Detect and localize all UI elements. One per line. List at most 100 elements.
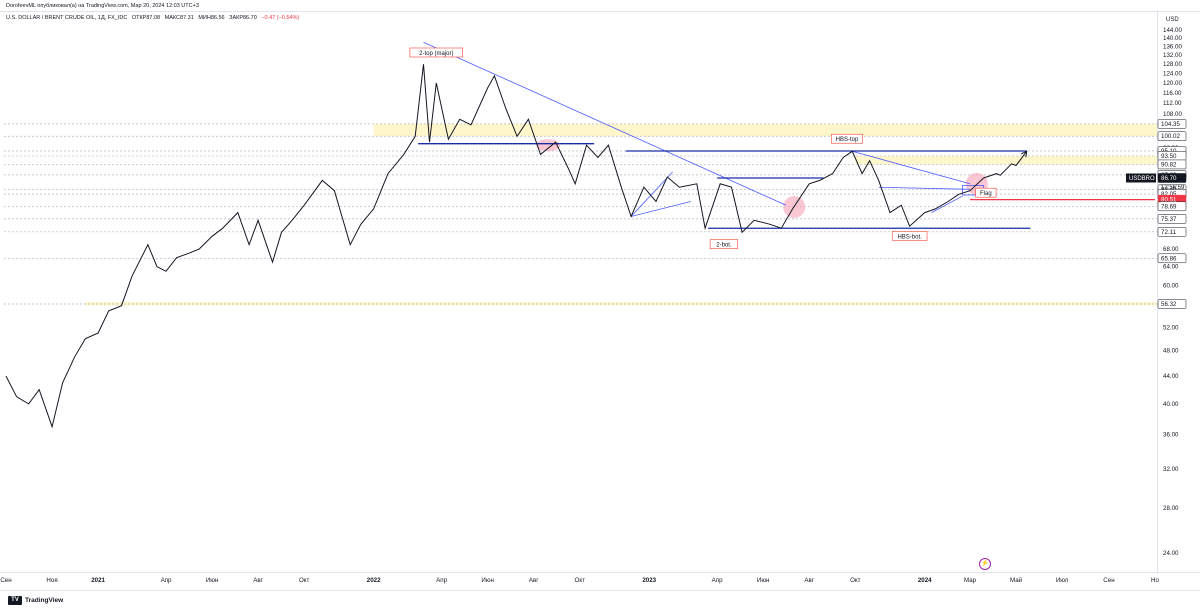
- time-axis[interactable]: [0, 572, 1200, 591]
- price-label-box: [1157, 201, 1187, 212]
- y-tick-label: 132.00: [1163, 52, 1182, 59]
- price-label-text: 104.35: [1161, 121, 1180, 128]
- price-series-line: [5, 64, 984, 429]
- symbol-tag: USDBRO: [1129, 176, 1155, 182]
- y-tick-label: 24.00: [1163, 550, 1179, 557]
- x-tick-label: Июл: [1056, 577, 1069, 584]
- x-tick-label: Авг: [529, 577, 539, 584]
- price-label-text: 90.82: [1161, 161, 1177, 168]
- annotation-box: [975, 187, 997, 198]
- x-tick-label: Окт: [575, 577, 586, 584]
- ohlc-low: МИН86.56: [198, 15, 225, 21]
- price-label-text: 72.11: [1161, 229, 1177, 236]
- y-tick-label: 32.00: [1163, 466, 1179, 473]
- price-label-box: [1157, 159, 1187, 170]
- annotation-label: HBS-top: [836, 137, 859, 143]
- y-tick-label: 52.00: [1163, 324, 1179, 331]
- y-tick-label: 136.00: [1163, 43, 1182, 50]
- x-tick-label: 2022: [367, 577, 381, 584]
- y-tick-label: 60.00: [1163, 283, 1179, 290]
- x-tick-label: Апр: [161, 577, 172, 584]
- symbol-tag-box: [1126, 173, 1156, 183]
- y-tick-label: 36.00: [1163, 432, 1179, 439]
- annotation-box: [891, 231, 928, 241]
- price-label-box: [1157, 253, 1187, 264]
- x-tick-label: Сен: [0, 577, 11, 584]
- symbol-legend: U.S. DOLLAR / BRENT CRUDE OIL, 1Д, FX_ID…: [6, 15, 302, 21]
- price-label-text: 65.86: [1161, 255, 1177, 262]
- ohlc-close: ЗАКР86.70: [229, 15, 257, 21]
- x-tick-label: Май: [1010, 577, 1023, 584]
- countdown-timer: 12:56:59: [1161, 185, 1185, 191]
- y-tick-label: 128.00: [1163, 61, 1182, 68]
- price-label-text: 75.37: [1161, 216, 1177, 223]
- price-label-text: 80.51: [1161, 197, 1177, 204]
- y-tick-label: 116.00: [1163, 90, 1182, 97]
- currency-label: USD: [1166, 17, 1179, 23]
- annotation-label: 2-bot.: [716, 243, 732, 249]
- annotation-box: [831, 133, 863, 144]
- price-label-text: 78.69: [1161, 203, 1177, 210]
- annotation-box: [409, 47, 464, 58]
- resistance-zone: [373, 123, 1158, 137]
- lightning-icon[interactable]: ⚡: [979, 558, 991, 570]
- annotation-label: 2-top (major): [419, 51, 453, 57]
- annotation-label: Flag: [980, 191, 992, 197]
- price-label-box: [1157, 119, 1187, 129]
- ohlc-open: ОТКР87.08: [131, 15, 161, 21]
- price-label-text: 56.32: [1161, 301, 1177, 308]
- price-label-box: [1157, 173, 1187, 183]
- y-tick-label: 108.00: [1163, 111, 1182, 118]
- footer-bar: TV TradingView: [0, 590, 1200, 606]
- resistance-zone: [855, 155, 1157, 165]
- y-tick-label: 112.00: [1163, 100, 1182, 107]
- annotation-label: HBS-bot.: [897, 234, 922, 240]
- highlight-ellipse: [536, 139, 561, 152]
- price-label-text: 93.50: [1161, 153, 1177, 160]
- y-tick-label: 48.00: [1163, 348, 1179, 355]
- price-label-box: [1157, 131, 1187, 141]
- y-tick-label: 40.00: [1163, 401, 1179, 408]
- trend-line: [852, 150, 971, 185]
- publisher-text: DorofeevML опубликовал(а) на TradingView…: [6, 3, 199, 9]
- x-tick-label: 2021: [91, 577, 105, 584]
- x-tick-label: Июн: [481, 577, 494, 584]
- ohlc-change: −0.47 (−0.54%): [261, 15, 300, 21]
- y-tick-label: 124.00: [1163, 70, 1182, 77]
- y-tick-label: 28.00: [1163, 505, 1179, 512]
- x-tick-label: Окт: [850, 577, 861, 584]
- x-tick-label: 2023: [642, 577, 656, 584]
- y-tick-label: 120.00: [1163, 80, 1182, 87]
- x-tick-label: Апр: [712, 577, 723, 584]
- projection-arrowhead: [1021, 150, 1028, 158]
- annotation-box: [709, 239, 739, 249]
- projection-path: [983, 151, 1028, 179]
- price-label-box: [1157, 299, 1187, 309]
- symbol-title[interactable]: U.S. DOLLAR / BRENT CRUDE OIL, 1Д, FX_ID…: [6, 15, 128, 21]
- ohlc-high: МАКС87.31: [164, 15, 194, 21]
- publisher-bar: DorofeevML опубликовал(а) на TradingView…: [0, 0, 1200, 12]
- x-tick-label: Окт: [299, 577, 310, 584]
- x-tick-label: Но: [1151, 577, 1159, 584]
- price-axis[interactable]: [1157, 12, 1200, 572]
- x-tick-label: Авг: [804, 577, 814, 584]
- brand-text: TradingView: [25, 597, 64, 604]
- tradingview-logo[interactable]: TV TradingView: [8, 593, 63, 608]
- trend-line: [931, 195, 963, 213]
- trend-line: [878, 186, 971, 190]
- price-label-box: [1157, 227, 1187, 237]
- price-chart[interactable]: 2-top (major) HBS-top 2-bot. HBS-bot. Flag 24…: [0, 0, 1200, 590]
- tv-logo-mark: TV: [8, 596, 22, 605]
- y-tick-label: 144.00: [1163, 27, 1182, 34]
- x-tick-label: Июн: [206, 577, 219, 584]
- x-tick-label: Июн: [757, 577, 770, 584]
- price-label-box: [1157, 214, 1187, 224]
- x-tick-label: Авг: [253, 577, 263, 584]
- trend-line: [630, 201, 691, 217]
- x-tick-label: Апр: [436, 577, 447, 584]
- y-tick-label: 64.00: [1163, 264, 1179, 271]
- x-tick-label: 2024: [918, 577, 932, 584]
- price-label-text: 82.05: [1161, 191, 1177, 198]
- x-tick-label: Ноя: [46, 577, 57, 584]
- x-tick-label: Мар: [964, 577, 977, 584]
